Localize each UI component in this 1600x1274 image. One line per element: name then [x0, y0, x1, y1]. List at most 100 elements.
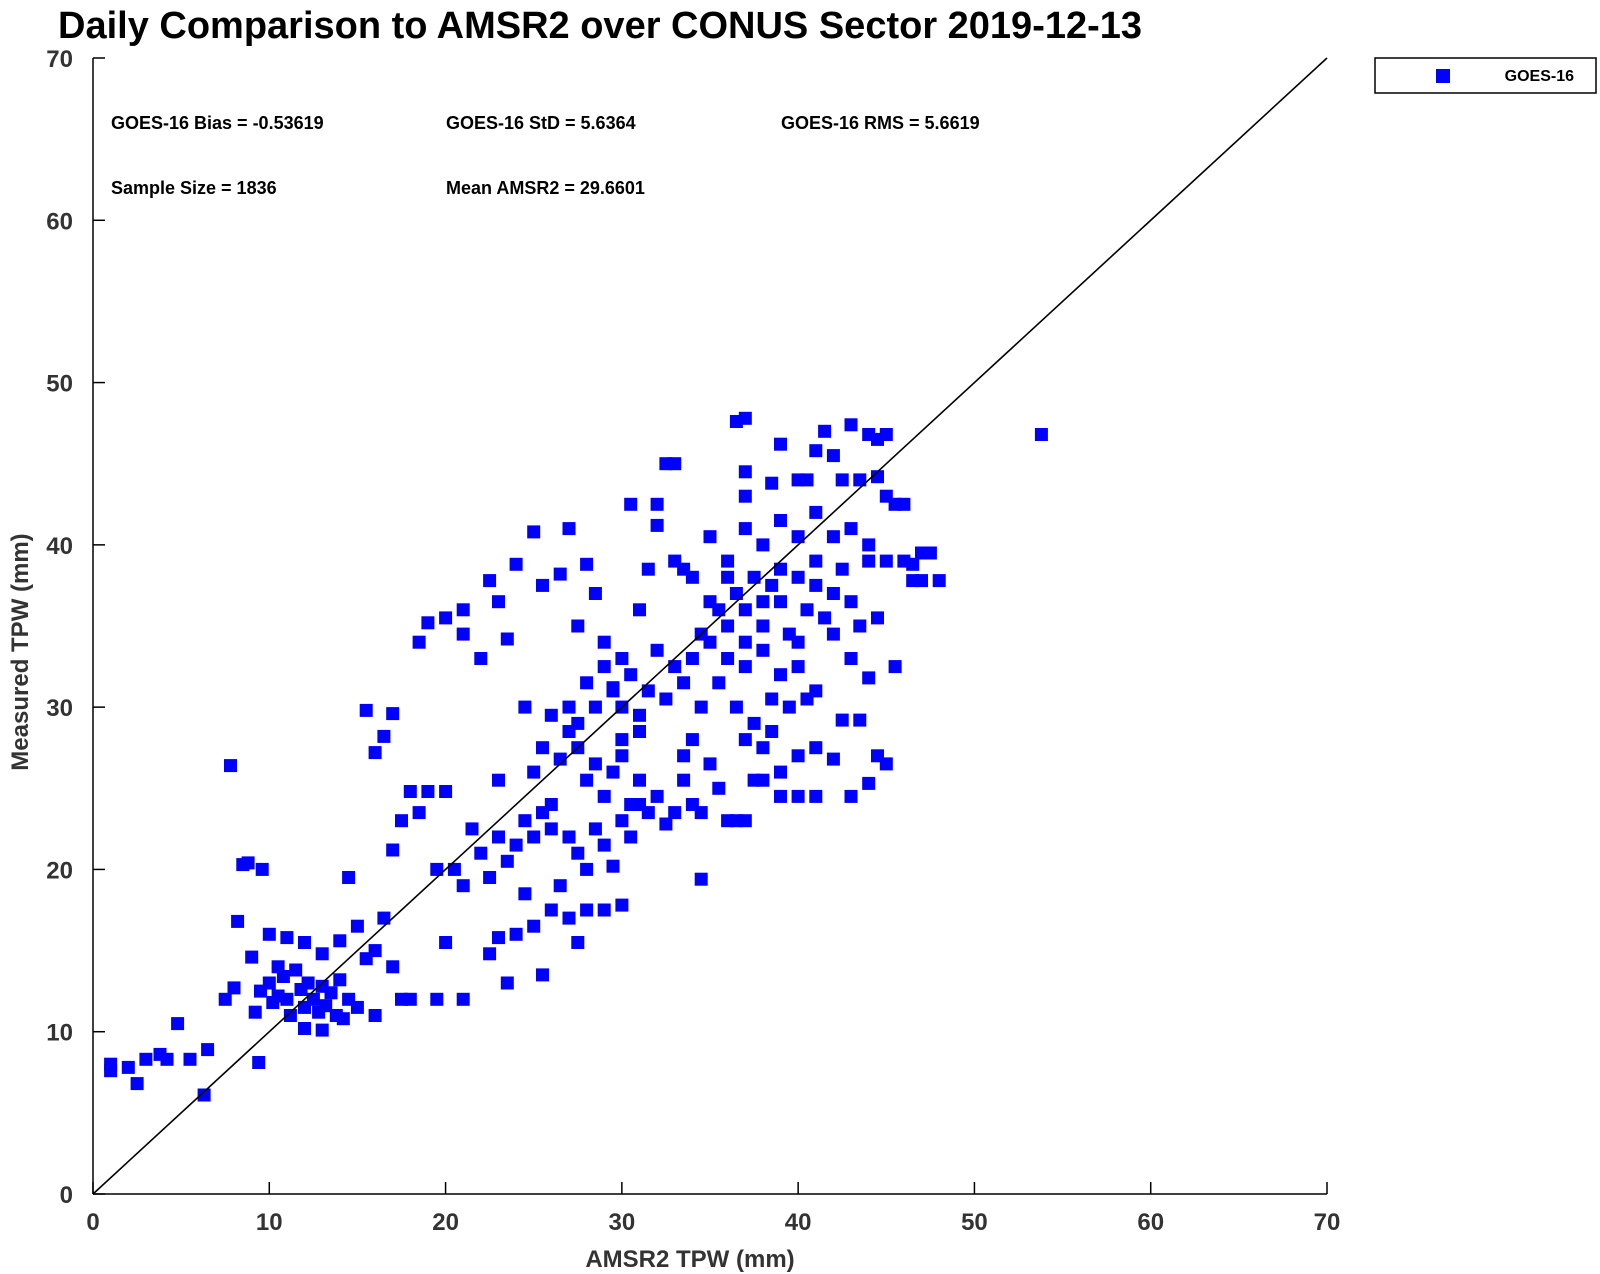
data-point [650, 497, 664, 511]
data-point [844, 789, 858, 803]
data-point [421, 616, 435, 630]
y-tick-label: 30 [46, 695, 73, 722]
data-point [492, 931, 505, 945]
data-point [888, 660, 902, 674]
data-point [439, 936, 453, 949]
data-point [421, 785, 435, 798]
data-point [721, 554, 735, 568]
stat-std: GOES-16 StD = 5.6364 [446, 113, 636, 133]
data-point [283, 1009, 297, 1022]
data-point [492, 830, 505, 844]
data-point [500, 976, 514, 990]
data-point [597, 660, 611, 674]
data-point [809, 741, 823, 755]
data-point [553, 567, 567, 581]
data-point [624, 497, 638, 511]
data-point [276, 970, 290, 983]
data-point [580, 557, 594, 571]
data-point [536, 968, 549, 982]
stats-annotations: GOES-16 Bias = -0.53619 GOES-16 StD = 5.… [111, 113, 980, 198]
data-point [527, 525, 541, 539]
legend-marker [1436, 69, 1450, 83]
data-point [403, 785, 417, 798]
data-point [906, 557, 920, 571]
data-point [818, 424, 832, 438]
data-point [104, 1057, 118, 1071]
y-tick-label: 70 [46, 46, 73, 73]
data-point [121, 1060, 135, 1074]
data-point [738, 465, 752, 479]
data-point [597, 903, 611, 917]
y-tick-label: 50 [46, 371, 73, 398]
data-point [474, 846, 488, 860]
chart-title: Daily Comparison to AMSR2 over CONUS Sec… [58, 5, 1142, 47]
data-point [606, 681, 620, 695]
data-point [500, 854, 514, 868]
data-point [809, 505, 823, 519]
data-point [738, 635, 752, 649]
data-point [306, 992, 320, 1006]
data-point [659, 692, 673, 706]
data-point [562, 830, 576, 844]
data-point [641, 562, 655, 576]
data-point [527, 830, 541, 844]
data-point [835, 562, 849, 576]
data-point [527, 919, 541, 933]
data-point [791, 789, 805, 803]
data-point [862, 776, 876, 790]
data-point [456, 603, 470, 617]
data-point [597, 635, 611, 649]
data-point [844, 522, 858, 536]
data-point [544, 822, 558, 836]
data-point [368, 944, 382, 958]
data-point [685, 733, 699, 747]
data-point [456, 992, 470, 1006]
data-point [650, 643, 664, 657]
data-point [765, 578, 779, 592]
data-point [774, 789, 787, 803]
stat-mean: Mean AMSR2 = 29.6601 [446, 178, 645, 198]
data-point [703, 595, 717, 609]
data-point [853, 713, 867, 727]
data-point [844, 418, 858, 432]
data-point [412, 806, 426, 820]
data-point [615, 898, 629, 912]
data-point [386, 960, 400, 974]
data-point [782, 700, 796, 714]
data-point [844, 652, 858, 665]
data-point [703, 757, 717, 771]
data-point [315, 1023, 329, 1037]
x-axis-label: AMSR2 TPW (mm) [585, 1246, 794, 1273]
data-point [342, 871, 356, 884]
data-point [747, 773, 761, 787]
legend-label: GOES-16 [1505, 68, 1574, 85]
data-point [765, 692, 779, 706]
data-point [756, 619, 770, 633]
data-point [319, 999, 333, 1013]
data-point [641, 684, 655, 698]
data-point [915, 574, 928, 588]
data-point [809, 554, 823, 568]
data-point [359, 703, 373, 717]
data-point [377, 911, 391, 925]
data-point [633, 798, 646, 811]
data-point [791, 660, 805, 674]
data-point [721, 652, 735, 665]
data-point [923, 546, 937, 560]
data-point [774, 437, 787, 451]
data-point [368, 746, 382, 760]
x-tick-label: 70 [1314, 1209, 1341, 1236]
data-point [544, 708, 558, 722]
data-point [280, 931, 294, 945]
data-point [562, 911, 576, 925]
data-point [633, 603, 646, 617]
data-point [650, 518, 664, 532]
data-point [932, 574, 946, 588]
data-point [685, 652, 699, 665]
data-point [685, 570, 699, 584]
data-point [518, 700, 532, 714]
data-point [703, 530, 717, 544]
data-point [386, 843, 400, 857]
x-tick-label: 20 [432, 1209, 459, 1236]
data-point [738, 489, 752, 503]
